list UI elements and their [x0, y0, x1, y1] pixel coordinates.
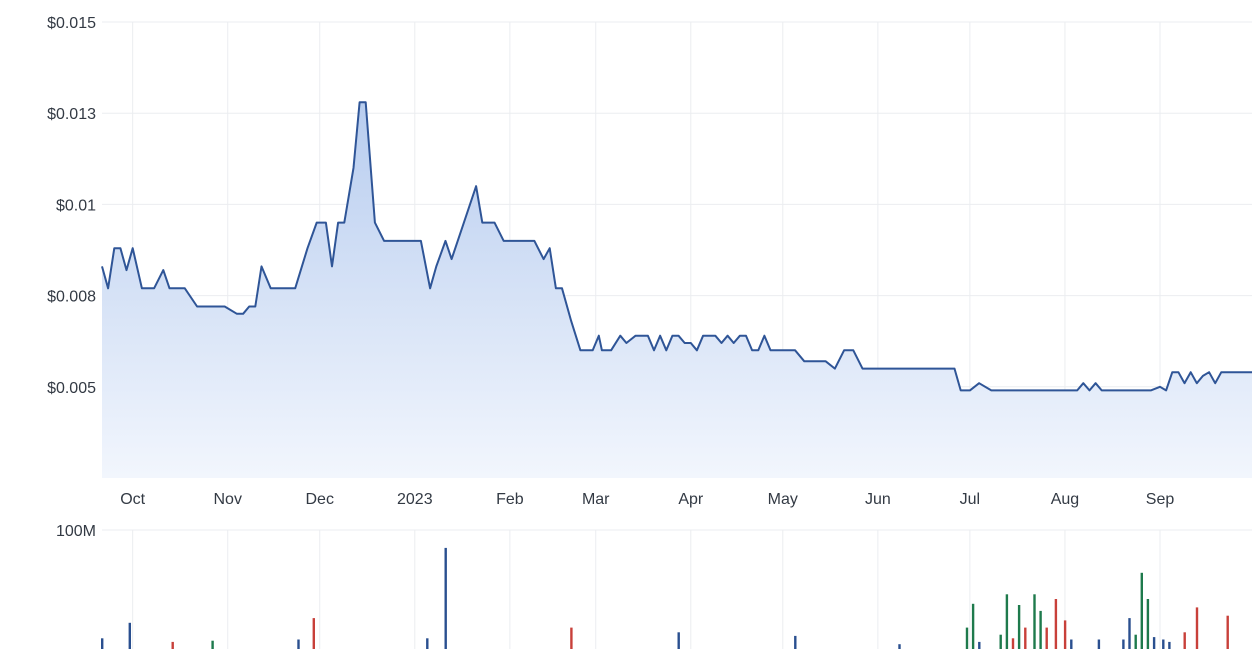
- date-tick-label: Apr: [678, 491, 704, 508]
- volume-bar: [426, 638, 429, 649]
- date-tick-label: Mar: [582, 491, 610, 508]
- volume-bar: [312, 618, 315, 649]
- volume-bar: [965, 627, 969, 649]
- volume-bar: [171, 641, 174, 649]
- volume-bar: [1122, 639, 1125, 649]
- volume-bar: [1226, 615, 1229, 649]
- volume-bar: [1183, 632, 1186, 649]
- volume-bar: [211, 640, 214, 649]
- price-line: [101, 101, 1252, 392]
- volume-tick-label: 100M: [56, 523, 96, 540]
- price-tick-label: $0.005: [47, 380, 96, 397]
- date-tick-label: Oct: [120, 491, 145, 508]
- date-tick-label: Dec: [306, 491, 334, 508]
- volume-bar: [1017, 605, 1021, 649]
- volume-bar: [128, 622, 131, 649]
- price-area: [102, 102, 1252, 479]
- volume-bar: [297, 639, 300, 649]
- volume-bar: [794, 635, 797, 649]
- volume-bar: [1146, 599, 1150, 649]
- volume-bar: [1070, 639, 1073, 649]
- date-tick-label: Nov: [214, 491, 242, 508]
- volume-bar: [1152, 637, 1156, 649]
- date-tick-label: Aug: [1051, 491, 1079, 508]
- volume-bar: [1134, 634, 1137, 649]
- volume-bar: [101, 638, 104, 649]
- volume-bar: [1128, 618, 1131, 649]
- volume-bar: [971, 603, 975, 649]
- price-y-axis: $0.015 $0.013 $0.01 $0.008 $0.005: [47, 15, 96, 397]
- price-plot: [101, 101, 1252, 479]
- volume-bar: [1039, 610, 1042, 649]
- volume-bar: [1033, 594, 1036, 649]
- date-tick-label: Jun: [865, 491, 891, 508]
- volume-bar: [1045, 627, 1048, 649]
- volume-bar: [1195, 607, 1199, 649]
- date-tick-label: Sep: [1146, 491, 1175, 508]
- volume-bar: [1054, 599, 1058, 649]
- price-tick-label: $0.013: [47, 106, 96, 123]
- volume-bar: [898, 644, 901, 649]
- date-tick-label: 2023: [397, 491, 433, 508]
- price-tick-label: $0.015: [47, 15, 96, 32]
- volume-bar: [1168, 641, 1171, 649]
- volume-bar: [1011, 638, 1015, 649]
- volume-bar: [1024, 627, 1027, 649]
- volume-bar: [444, 547, 447, 649]
- volume-bar: [1162, 639, 1165, 649]
- price-tick-label: $0.01: [56, 197, 96, 214]
- date-tick-label: Jul: [960, 491, 980, 508]
- volume-bar: [1140, 572, 1143, 649]
- volume-plot: [101, 547, 1229, 649]
- volume-bar: [570, 627, 573, 649]
- date-tick-label: Feb: [496, 491, 524, 508]
- volume-bar: [1063, 620, 1067, 649]
- date-x-axis: Oct Nov Dec 2023 Feb Mar Apr May Jun Jul Aug Sep: [120, 491, 1174, 508]
- date-tick-label: May: [768, 491, 798, 508]
- volume-bar: [978, 641, 981, 649]
- volume-bar: [677, 632, 680, 649]
- volume-bar: [1097, 639, 1101, 649]
- price-tick-label: $0.008: [47, 289, 96, 306]
- volume-grid: [102, 529, 1252, 649]
- volume-bar: [1005, 594, 1009, 649]
- volume-y-axis: 100M: [56, 523, 96, 540]
- volume-bar: [999, 634, 1002, 649]
